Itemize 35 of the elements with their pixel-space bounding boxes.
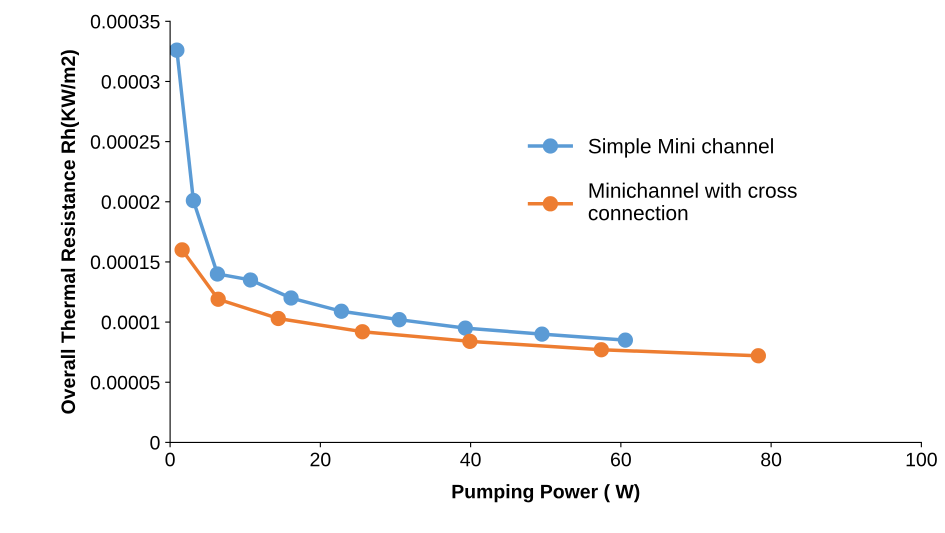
point [354, 324, 370, 340]
x-tick-label: 40 [460, 452, 481, 466]
point [534, 326, 550, 342]
point [334, 304, 350, 319]
point [458, 320, 473, 336]
y-tick-label: 0.0001 [102, 316, 160, 330]
point [242, 272, 258, 288]
point [270, 310, 286, 326]
point [750, 348, 766, 364]
point [283, 290, 299, 306]
x-tick-label: 60 [611, 452, 631, 466]
y-tick-label: 0.00025 [90, 135, 160, 149]
y-axis-title: Overall Thermal Resistance Rh(KW/m2) [60, 50, 79, 414]
point [462, 334, 478, 349]
point [392, 312, 407, 328]
x-axis-title: Pumping Power ( W) [452, 484, 640, 502]
legend-label: Minichannel with cross connection [588, 182, 797, 220]
x-tick-label: 20 [310, 452, 330, 466]
point [174, 242, 190, 258]
point [618, 332, 634, 348]
point [594, 342, 609, 358]
point [170, 42, 184, 58]
y-tick-label: 0.00035 [90, 14, 160, 29]
point [210, 266, 226, 282]
x-tick-label: 100 [906, 452, 937, 466]
y-tick-label: 0 [150, 436, 160, 450]
y-tick-label: 0.0002 [102, 195, 160, 210]
point [186, 192, 202, 208]
y-tick-label: 0.0003 [102, 74, 160, 89]
x-tick-label: 0 [165, 452, 175, 466]
legend-label: Simple Mini channel [588, 138, 773, 158]
point [210, 292, 226, 307]
x-tick-label: 80 [761, 452, 782, 466]
y-tick-label: 0.00015 [90, 255, 160, 270]
y-tick-label: 0.00005 [90, 376, 160, 390]
